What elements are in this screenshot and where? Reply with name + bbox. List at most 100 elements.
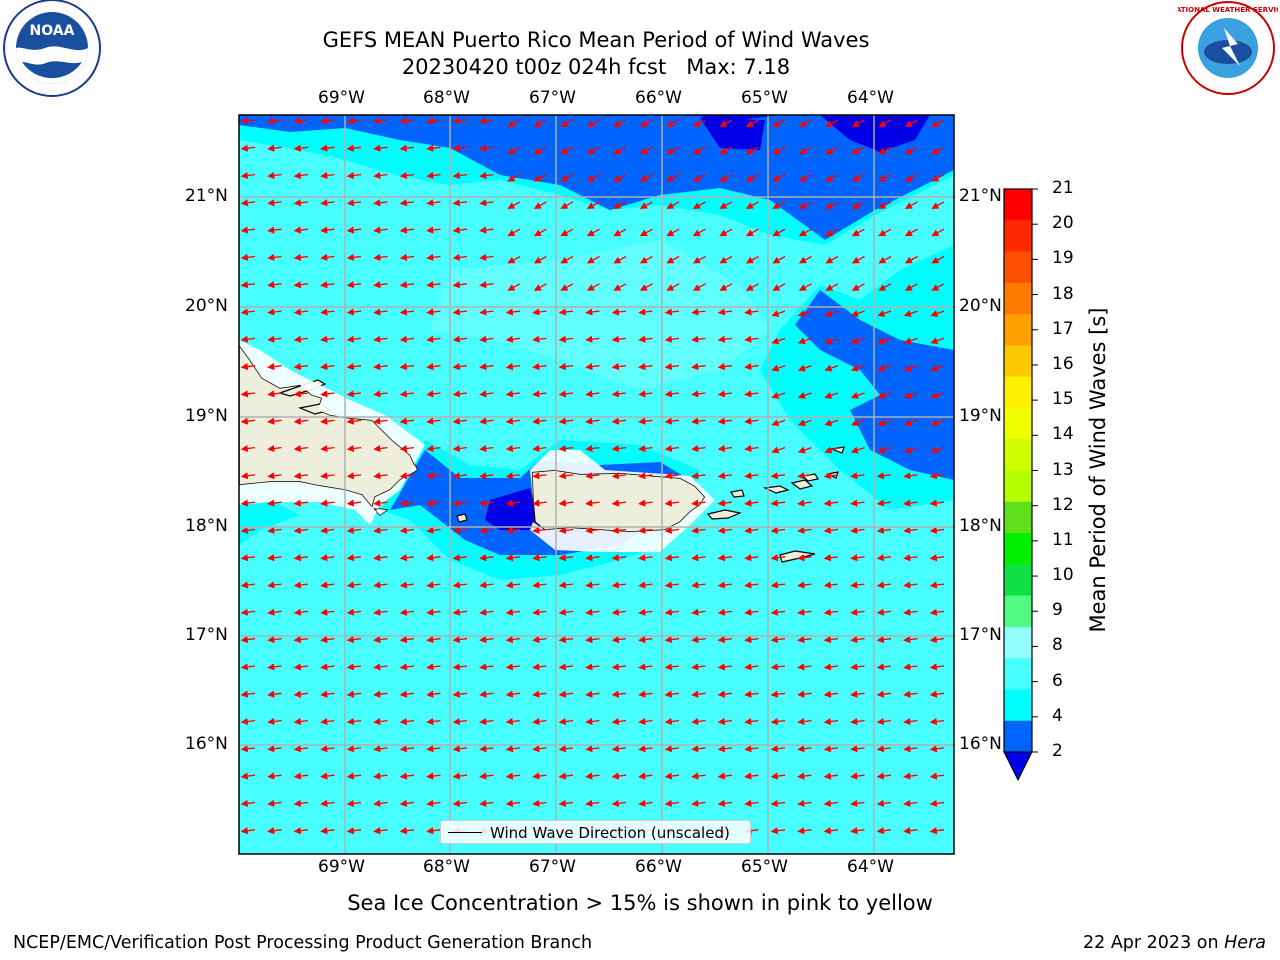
wind-arrow [717, 499, 733, 507]
wind-arrow [903, 772, 918, 780]
wind-arrow [770, 799, 786, 807]
wind-arrow [399, 663, 415, 671]
wind-arrow [346, 663, 362, 671]
wind-arrow [240, 581, 256, 589]
wind-arrow [320, 608, 335, 616]
wind-arrow [320, 363, 335, 371]
wind-arrow [691, 690, 706, 698]
wind-arrow [293, 717, 309, 726]
lon-tick-label: 65°W [741, 88, 788, 108]
wind-arrow [507, 146, 521, 155]
wind-arrow [320, 690, 335, 698]
wind-arrow [240, 417, 256, 425]
wind-arrow [426, 417, 441, 425]
wind-arrow [507, 201, 521, 209]
wind-arrow [399, 827, 415, 835]
wind-arrow [903, 364, 918, 372]
wind-arrow [452, 690, 468, 698]
wind-arrow [558, 745, 574, 753]
wind-arrow [533, 228, 547, 237]
wind-arrow [823, 745, 839, 753]
wind-arrow [452, 117, 468, 125]
wind-arrow [850, 636, 865, 644]
wind-arrow [903, 310, 918, 317]
wind-arrow [797, 472, 812, 480]
wind-arrow [373, 799, 388, 807]
wind-arrow [452, 799, 468, 807]
wind-arrow [771, 419, 786, 427]
wind-arrow [399, 636, 415, 644]
wind-arrow [772, 228, 786, 237]
wind-arrow [240, 226, 256, 234]
wind-arrow [346, 281, 362, 289]
wind-arrow [532, 663, 547, 671]
wind-arrow [505, 581, 521, 589]
wind-arrow [452, 717, 468, 726]
wind-arrow [719, 283, 733, 291]
wind-arrow [850, 472, 865, 480]
wind-arrow [426, 581, 441, 589]
wind-arrow [320, 444, 335, 453]
band-lt2-prico [485, 488, 540, 530]
wind-arrow [745, 146, 759, 155]
wind-arrow [744, 499, 759, 507]
wind-arrow [373, 745, 388, 753]
wind-arrow [399, 499, 415, 507]
wind-arrow [479, 144, 494, 152]
wind-arrow [744, 554, 759, 562]
wind-arrow [240, 827, 256, 835]
wind-arrow [664, 335, 680, 343]
wind-arrow [399, 171, 415, 180]
wind-arrow [320, 827, 335, 835]
wind-arrow [744, 663, 759, 671]
wind-arrow [560, 228, 574, 237]
wind-arrow [876, 554, 892, 562]
wind-arrow [823, 608, 839, 616]
wind-arrow [611, 636, 627, 644]
wind-arrow [638, 636, 653, 644]
wind-arrow [825, 228, 839, 237]
wind-arrow [824, 446, 839, 454]
wind-arrow [293, 663, 309, 671]
wind-arrow [744, 335, 759, 343]
wind-arrow [320, 335, 335, 343]
wind-arrow [904, 201, 918, 209]
wind-arrow [452, 171, 468, 180]
wind-arrow [558, 581, 574, 589]
wind-arrow [373, 526, 388, 534]
wind-arrow [611, 745, 627, 753]
wind-arrow [426, 799, 441, 807]
wind-arrow [692, 174, 706, 182]
wind-arrow [293, 144, 309, 152]
wind-arrow [717, 335, 733, 343]
wind-arrow [903, 499, 918, 507]
wind-arrow [797, 636, 812, 644]
wind-arrow [903, 608, 918, 616]
colorbar-segment [1004, 376, 1032, 409]
lat-tick-label: 17°N [959, 625, 1002, 645]
wind-arrow [293, 799, 309, 807]
wind-arrow [426, 636, 441, 644]
wind-arrow [611, 417, 627, 425]
wind-arrow [240, 117, 256, 125]
wind-arrow [240, 335, 256, 343]
wind-arrow [293, 745, 309, 753]
wind-arrow [797, 663, 812, 671]
wind-arrow [691, 444, 706, 453]
wind-arrow [797, 446, 812, 454]
wind-arrow [770, 526, 786, 534]
wind-arrow [744, 690, 759, 698]
wind-arrow [293, 444, 309, 453]
wind-arrow [876, 581, 892, 589]
wind-arrow [851, 201, 865, 209]
wind-arrow [638, 608, 653, 616]
wind-arrow [639, 255, 653, 264]
wind-arrow [399, 526, 415, 534]
wind-arrow [850, 337, 865, 345]
wind-arrow [931, 201, 945, 209]
wind-arrow [798, 174, 812, 182]
wind-arrow [293, 472, 309, 480]
wind-arrow [691, 472, 706, 480]
wind-arrow [479, 636, 494, 644]
colorbar-tick-label: 21 [1052, 178, 1074, 198]
